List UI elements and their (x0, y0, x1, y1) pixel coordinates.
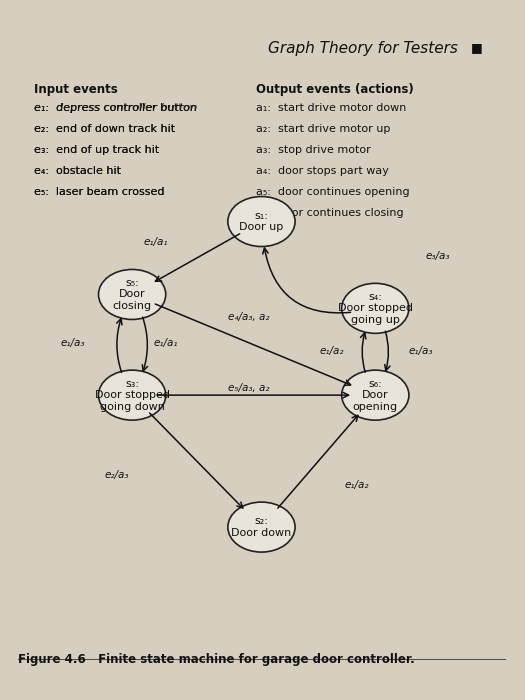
Text: e₄:  obstacle hit: e₄: obstacle hit (34, 166, 121, 176)
Text: Figure 4.6   Finite state machine for garage door controller.: Figure 4.6 Finite state machine for gara… (18, 653, 415, 666)
Text: s₄:
Door stopped
going up: s₄: Door stopped going up (338, 292, 413, 325)
Text: s₅:
Door
closing: s₅: Door closing (112, 278, 152, 311)
Text: e₁/a₁: e₁/a₁ (153, 338, 178, 348)
Text: e₃:  end of up track hit: e₃: end of up track hit (34, 145, 159, 155)
Text: e₁/a₂: e₁/a₂ (319, 346, 343, 356)
Ellipse shape (228, 502, 295, 552)
Text: e₅:  laser beam crossed: e₅: laser beam crossed (34, 187, 164, 197)
Text: e₁/a₂: e₁/a₂ (345, 480, 370, 491)
Text: s₁:
Door up: s₁: Door up (239, 211, 284, 232)
Ellipse shape (99, 270, 166, 319)
Text: e₂/a₃: e₂/a₃ (104, 470, 129, 480)
Text: e₂:  end of down track hit: e₂: end of down track hit (34, 125, 175, 134)
Ellipse shape (342, 284, 409, 333)
Text: e₁/a₃: e₁/a₃ (408, 346, 433, 356)
Text: ■: ■ (471, 41, 483, 54)
Text: a₅:  door continues opening: a₅: door continues opening (256, 187, 410, 197)
Text: s₂:
Door down: s₂: Door down (232, 517, 291, 538)
Text: e₅/a₃, a₂: e₅/a₃, a₂ (228, 383, 269, 393)
Text: a₄:  door stops part way: a₄: door stops part way (256, 166, 389, 176)
Text: e₅:  laser beam crossed: e₅: laser beam crossed (34, 187, 164, 197)
Ellipse shape (342, 370, 409, 420)
Text: e₄:  obstacle hit: e₄: obstacle hit (34, 166, 121, 176)
Text: e₁:  depress controller button: e₁: depress controller button (34, 104, 196, 113)
Text: e₂:  end of down track hit: e₂: end of down track hit (34, 125, 175, 134)
Text: e₁:  depress controller button: e₁: depress controller button (34, 104, 197, 113)
Text: e₁/a₃: e₁/a₃ (60, 338, 85, 348)
Text: e₃:  end of up track hit: e₃: end of up track hit (34, 145, 159, 155)
Text: a₃:  stop drive motor: a₃: stop drive motor (256, 145, 371, 155)
Text: a₂:  start drive motor up: a₂: start drive motor up (256, 125, 391, 134)
Text: Output events (actions): Output events (actions) (256, 83, 414, 96)
Text: a₁:  start drive motor down: a₁: start drive motor down (256, 104, 407, 113)
Ellipse shape (228, 197, 295, 246)
Ellipse shape (99, 370, 166, 420)
Text: Graph Theory for Testers: Graph Theory for Testers (268, 41, 458, 56)
Text: e₁/a₁: e₁/a₁ (143, 237, 167, 247)
Text: e₃/a₃: e₃/a₃ (425, 251, 449, 261)
Text: s₃:
Door stopped
going down: s₃: Door stopped going down (94, 379, 170, 412)
Text: a₆:  door continues closing: a₆: door continues closing (256, 208, 404, 218)
Text: s₆:
Door
opening: s₆: Door opening (353, 379, 398, 412)
Text: Input events: Input events (34, 83, 118, 96)
Text: e₄/a₃, a₂: e₄/a₃, a₂ (228, 312, 269, 322)
